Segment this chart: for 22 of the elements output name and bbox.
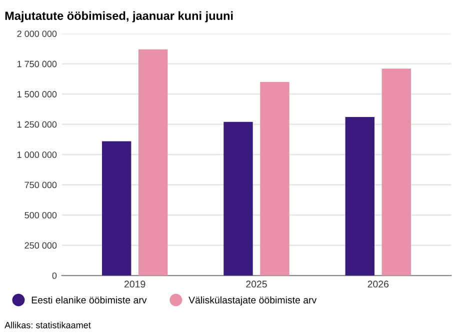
legend-label: Eesti elanike ööbimiste arv (32, 296, 147, 304)
y-tick-label: 0 (52, 272, 57, 279)
y-tick-label: 500 000 (24, 212, 57, 218)
y-tick-label: 2 000 000 (17, 30, 57, 37)
legend-label: Väliskülastajate ööbimiste arv (188, 296, 317, 306)
x-tick-label: 2019 (124, 280, 146, 288)
y-tick-label: 250 000 (24, 242, 57, 249)
x-tick-label: 2025 (246, 280, 267, 288)
y-tick-label: 750 000 (24, 182, 57, 188)
y-tick-label: 1 000 000 (18, 152, 57, 158)
chart-title: Majutatute ööbimised, jaanuar kuni juuni (5, 11, 233, 22)
bar (224, 122, 253, 276)
x-tick-label: 2026 (368, 280, 389, 288)
bar (138, 49, 168, 276)
bar (382, 68, 411, 276)
y-tick-label: 1 250 000 (18, 121, 57, 128)
text: Allikas: statistikaamet (4, 322, 91, 328)
y-tick-label: 1 500 000 (18, 91, 57, 98)
y-tick-label: 1 750 000 (18, 60, 57, 68)
bar (345, 117, 374, 276)
bar (102, 141, 132, 276)
bar (260, 82, 290, 276)
